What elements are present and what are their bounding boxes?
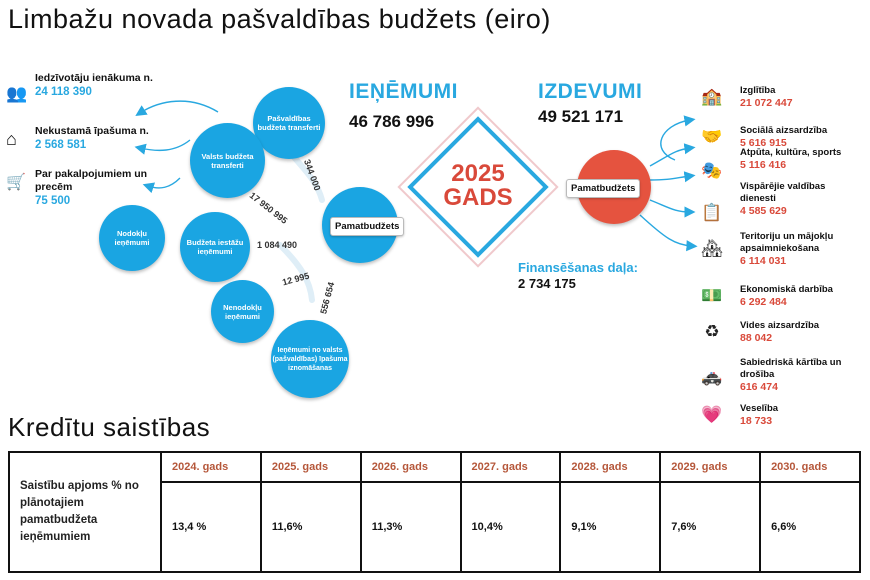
bubble-institution-revenue: Budžeta iestāžu ieņēmumi: [180, 212, 250, 282]
year-header: 2025. gads: [259, 451, 362, 483]
year-header: 2024. gads: [160, 451, 262, 483]
credit-value: 9,1%: [559, 481, 662, 573]
culture-icon: 🎭: [701, 161, 723, 180]
bubble-state-transfers: Valsts budžeta transferti: [190, 123, 265, 198]
leaf-cycle-icon: ♻: [704, 322, 720, 341]
year-header: 2028. gads: [559, 451, 662, 483]
table-row: 13,4 % 11,6% 11,3% 10,4% 9,1% 7,6% 6,6%: [9, 481, 861, 573]
people-icon: 👥: [6, 84, 28, 103]
clipboard-icon: 📋: [701, 203, 723, 222]
credit-value: 7,6%: [659, 481, 762, 573]
credit-row-label: Saistību apjoms % no plānotajiem pamatbu…: [8, 451, 162, 573]
arrow-to-expense-4: [649, 199, 696, 218]
bubble-tax-revenue: Nodokļu ieņēmumi: [99, 205, 165, 271]
money-icon: 💵: [701, 286, 723, 305]
financing-value: 2 734 175: [518, 276, 576, 291]
car-icon: 🚓: [701, 367, 723, 386]
arrow-to-income-1: [135, 100, 219, 117]
year-header: 2030. gads: [759, 451, 861, 483]
center-year-word: GADS: [443, 184, 513, 211]
financing-label: Finansēšanas daļa:: [518, 260, 638, 275]
center-year: 2025 GADS: [436, 162, 520, 210]
income-heading: IEŅĒMUMI: [349, 80, 458, 103]
bubble-non-tax-revenue: Nenodokļu ieņēmumi: [211, 280, 274, 343]
pamatbudzets-left-label: Pamatbudžets: [330, 217, 405, 236]
cart-icon: 🛒: [6, 174, 26, 191]
expense-heading: IZDEVUMI: [538, 80, 643, 103]
year-header: 2026. gads: [359, 451, 462, 483]
school-icon: 🏫: [701, 87, 723, 106]
page-title: Limbažu novada pašvaldības budžets (eiro…: [8, 4, 551, 34]
year-header: 2027. gads: [459, 451, 562, 483]
handshake-icon: 🤝: [701, 127, 723, 146]
arrow-to-expense-2: [649, 143, 696, 167]
table-row: Saistību apjoms % no plānotajiem pamatbu…: [8, 451, 861, 573]
arrow-to-income-2: [134, 139, 191, 155]
bubble-property-lease: Ieņēmumi no valsts (pašvaldības) īpašuma…: [271, 320, 349, 398]
credit-value: 6,6%: [759, 481, 861, 573]
expense-total: 49 521 171: [538, 107, 624, 126]
house-icon: ⌂: [6, 129, 17, 149]
credit-value: 10,4%: [459, 481, 562, 573]
arrow-to-expense-3: [649, 171, 696, 183]
housing-icon: 🏘: [701, 239, 723, 258]
arrow-to-income-3: [142, 177, 181, 194]
arrow-to-expense-1: [660, 115, 696, 161]
credit-value: 11,3%: [359, 481, 462, 573]
credit-title: Kredītu saistības: [8, 412, 211, 442]
income-total: 46 786 996: [349, 112, 435, 131]
credit-value: 13,4 %: [160, 481, 262, 573]
credit-table: Saistību apjoms % no plānotajiem pamatbu…: [8, 451, 861, 573]
arrow-to-expense-5: [639, 214, 698, 252]
pamatbudzets-right-label: Pamatbudžets: [566, 179, 641, 198]
bubble-municipal-transfers: Pašvaldības budžeta transferti: [253, 87, 325, 159]
credit-value: 11,6%: [259, 481, 362, 573]
value-institution-revenue: 1 084 490: [257, 240, 298, 250]
year-header: 2029. gads: [659, 451, 762, 483]
heart-hand-icon: 💗: [701, 405, 723, 424]
center-year-number: 2025: [451, 160, 505, 187]
